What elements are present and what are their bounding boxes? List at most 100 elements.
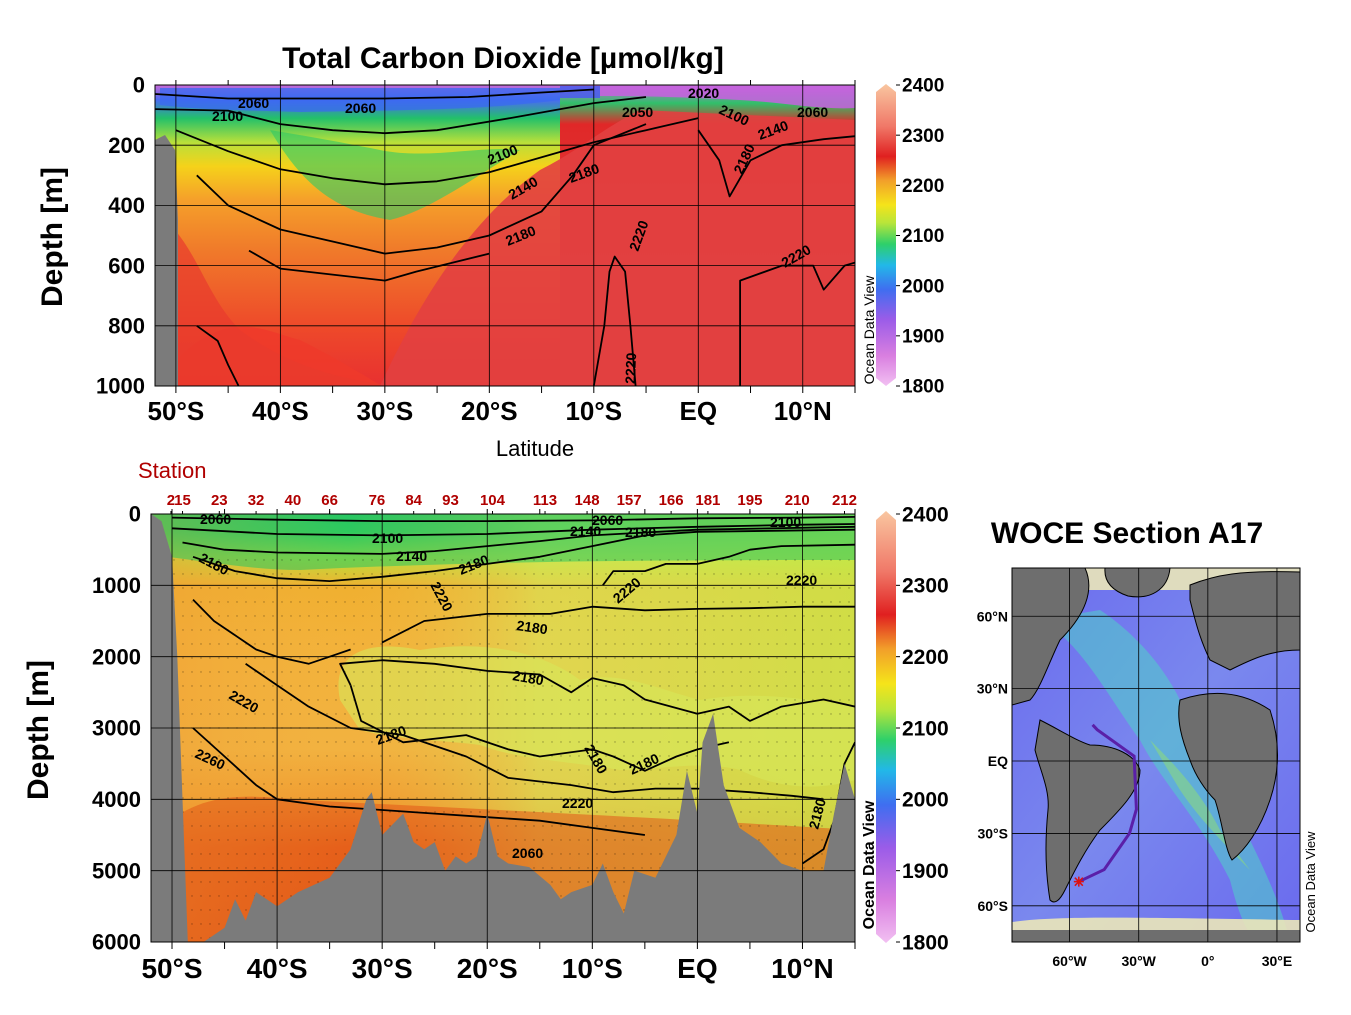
- section-track: [1078, 723, 1138, 884]
- map-lat-label: 60°N: [977, 608, 1008, 624]
- bottom-contour-label: 2180: [805, 796, 829, 830]
- colorbar-tick-label: 1900: [902, 326, 944, 347]
- top-contour-label: 2050: [622, 104, 653, 120]
- bottom-y-ticks: 0 1000 2000 3000 4000 5000 6000: [92, 502, 141, 955]
- station-label: 181: [695, 492, 720, 509]
- map-body: [1012, 568, 1300, 942]
- station-label: 210: [785, 492, 810, 509]
- top-colorbar-ticks: 2400 2300 2200 2100 2000 1900 1800: [896, 76, 944, 398]
- colorbar-tick-label: 2400: [902, 76, 944, 97]
- top-y-ticks: 0 200 400 600 800 1000: [96, 73, 145, 399]
- bottom-contour-label: 2220: [786, 572, 817, 588]
- bottom-x-ticks: 50°S 40°S 30°S 20°S 10°S EQ 10°N: [141, 953, 833, 984]
- x-tick-label: 50°S: [148, 396, 205, 426]
- map-lat-label: 30°S: [977, 825, 1008, 841]
- colorbar-tick-label: 2100: [902, 717, 949, 740]
- station-label: 195: [737, 492, 762, 509]
- x-tick-label: 40°S: [247, 953, 308, 984]
- station-label: 32: [248, 492, 265, 509]
- y-tick-label: 5000: [92, 858, 141, 883]
- map-graticule: [1012, 568, 1300, 942]
- map-lon-label: 0°: [1201, 953, 1214, 969]
- top-contour-label: 2060: [238, 95, 269, 111]
- y-tick-label: 0: [133, 73, 145, 98]
- y-tick-label: 3000: [92, 716, 141, 741]
- x-tick-label: 10°N: [771, 953, 834, 984]
- station-label: 2: [167, 492, 175, 509]
- map-lon-label: 30°W: [1122, 953, 1157, 969]
- top-contour-label: 2060: [797, 104, 828, 120]
- station-labels: 2 15 23 32 40 66 76 84 93 104 113 148 157 166 181 195 21…: [167, 492, 857, 515]
- bottom-contour-label: 2060: [200, 511, 231, 527]
- map-lat-label: 30°N: [977, 681, 1008, 697]
- contour-line-2220: [192, 598, 351, 665]
- top-y-axis-label: Depth [m]: [36, 167, 69, 307]
- map-lon-label: 30°E: [1262, 953, 1293, 969]
- contour-line-2180: [196, 123, 647, 255]
- colorbar-tick-label: 1900: [902, 860, 949, 883]
- station-label: 84: [405, 492, 422, 509]
- bottom-contour-label: 2100: [372, 530, 403, 546]
- top-colorbar-credit: Ocean Data View: [861, 275, 877, 385]
- y-tick-label: 600: [108, 253, 145, 278]
- y-tick-label: 400: [108, 193, 145, 218]
- bottom-contour-label: 2060: [512, 845, 543, 861]
- section-map: WOCE Section A17 60°N 30°N EQ 30°S 60°S 60°W…: [977, 517, 1318, 969]
- y-tick-label: 6000: [92, 930, 141, 955]
- bottom-contour-label: 2220: [562, 795, 593, 811]
- contour-line-2180: [349, 684, 730, 772]
- top-contour-label: 2100: [212, 108, 243, 124]
- top-plot-frame: [154, 84, 856, 387]
- x-tick-label: EQ: [677, 953, 717, 984]
- station-label: 157: [617, 492, 642, 509]
- station-label: 40: [285, 492, 302, 509]
- station-axis-label: Station: [138, 458, 207, 483]
- contour-line-2180: [381, 605, 855, 644]
- top-color-field: [155, 85, 855, 386]
- colorbar-tick-label: 2000: [902, 789, 949, 812]
- colorbar-tick-label: 2300: [902, 126, 944, 147]
- bottom-contour-label: 2100: [770, 514, 801, 530]
- x-tick-label: 20°S: [461, 396, 518, 426]
- x-tick-label: 40°S: [252, 396, 309, 426]
- station-label: 166: [659, 492, 684, 509]
- map-title: WOCE Section A17: [991, 517, 1263, 550]
- x-tick-label: 10°S: [565, 396, 622, 426]
- top-contour-label: 2060: [345, 100, 376, 116]
- contour-line-2140: [182, 525, 855, 555]
- station-label: 104: [480, 492, 506, 509]
- top-section-plot: Total Carbon Dioxide [µmol/kg] 2060 2060…: [36, 42, 856, 461]
- top-land-mask: [155, 135, 178, 386]
- colorbar-tick-label: 2000: [902, 276, 944, 297]
- top-contour-label: 2220: [622, 352, 639, 384]
- y-tick-label: 0: [129, 502, 141, 527]
- colorbar-tick-label: 1800: [902, 931, 949, 954]
- station-label: 212: [832, 492, 857, 509]
- bottom-colorbar-ticks: 2400 2300 2200 2100 2000 1900 1800: [896, 503, 949, 954]
- bottom-y-axis-label: Depth [m]: [22, 660, 55, 800]
- y-tick-label: 2000: [92, 644, 141, 669]
- y-tick-label: 1000: [96, 374, 145, 399]
- station-label: 66: [321, 492, 338, 509]
- station-label: 76: [369, 492, 386, 509]
- bottom-colorbar: 2400 2300 2200 2100 2000 1900 1800 Ocean Data …: [861, 503, 949, 954]
- map-lat-labels: 60°N 30°N EQ 30°S 60°S: [977, 608, 1008, 914]
- section-start-marker: [1073, 876, 1084, 887]
- bottom-plot-frame: [150, 513, 856, 943]
- map-lon-labels: 60°W 30°W 0° 30°E: [1052, 953, 1292, 969]
- x-tick-label: 20°S: [457, 953, 518, 984]
- top-colorbar: 2400 2300 2200 2100 2000 1900 1800 Ocean Data …: [861, 76, 944, 398]
- y-tick-label: 4000: [92, 787, 141, 812]
- map-credit: Ocean Data View: [1303, 831, 1318, 933]
- top-chart-title: Total Carbon Dioxide [µmol/kg]: [282, 42, 724, 75]
- y-tick-label: 200: [108, 133, 145, 158]
- bottom-seafloor: [151, 514, 855, 942]
- bottom-section-plot: Station 2 15 23 32 40 66 76 84 93 104 113 148 157 166…: [22, 458, 857, 984]
- colorbar-tick-label: 2200: [902, 646, 949, 669]
- colorbar-tick-label: 2200: [902, 176, 944, 197]
- station-label: 148: [575, 492, 600, 509]
- x-tick-label: 30°S: [357, 396, 414, 426]
- map-frame: [1011, 567, 1301, 943]
- y-tick-label: 800: [108, 314, 145, 339]
